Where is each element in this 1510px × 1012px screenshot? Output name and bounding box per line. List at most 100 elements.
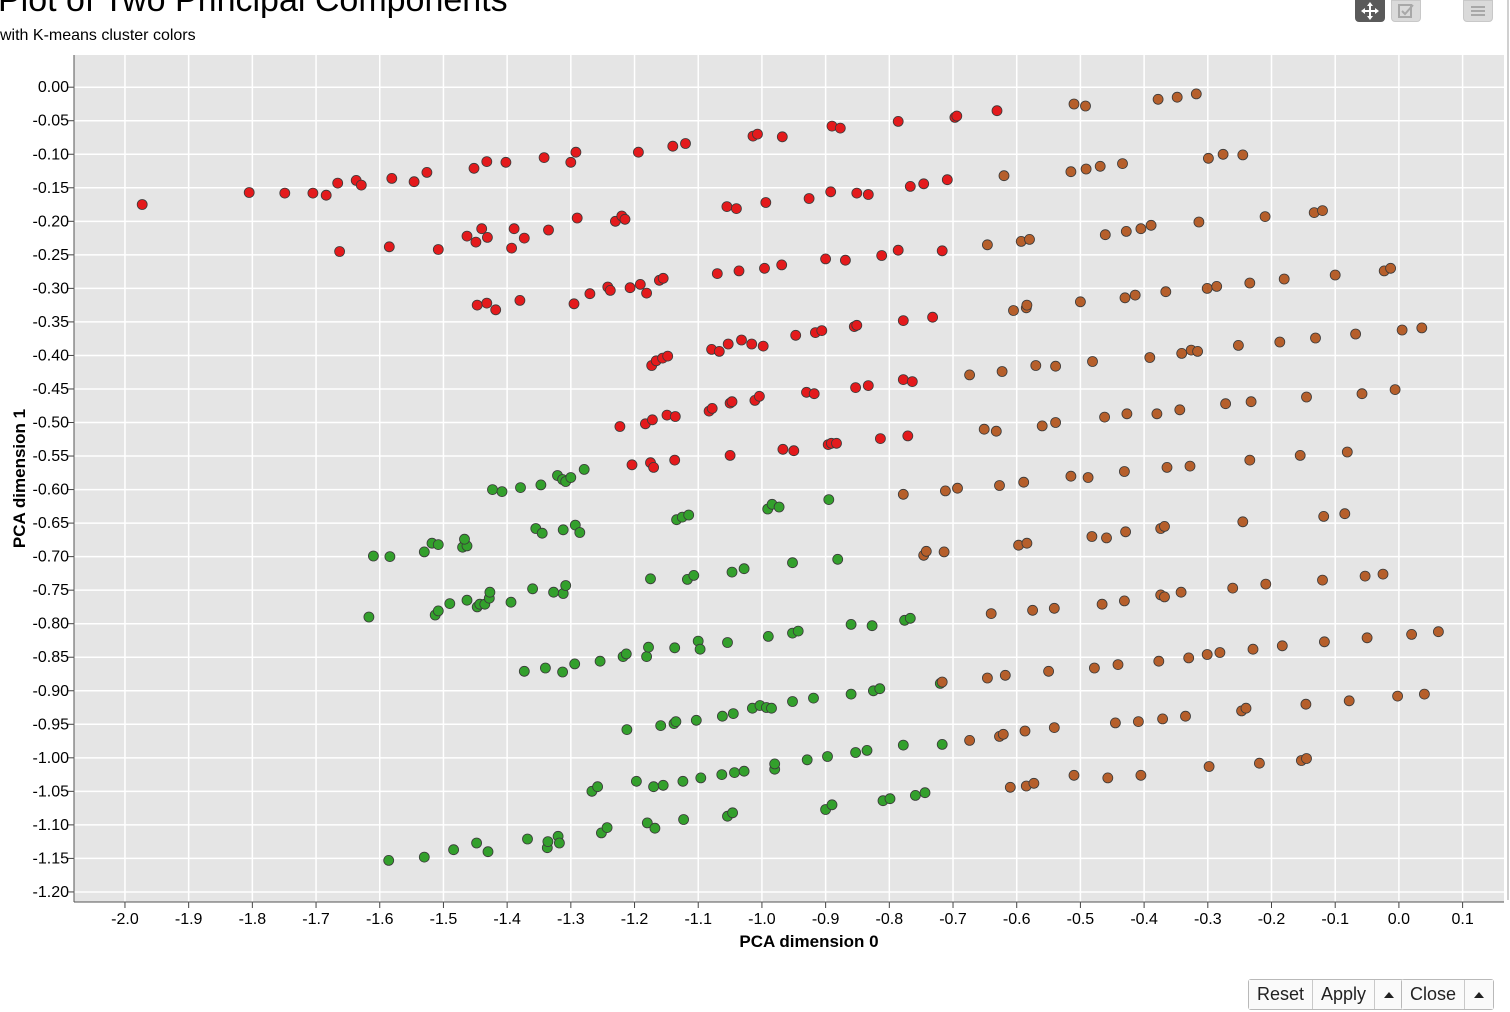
- data-point[interactable]: [998, 170, 1010, 182]
- data-point[interactable]: [279, 187, 291, 199]
- data-point[interactable]: [621, 724, 633, 735]
- data-point[interactable]: [1082, 472, 1094, 483]
- data-point[interactable]: [535, 479, 547, 491]
- data-point[interactable]: [670, 716, 682, 727]
- data-point[interactable]: [904, 180, 916, 192]
- data-point[interactable]: [1160, 286, 1172, 298]
- data-point[interactable]: [952, 482, 963, 494]
- data-point[interactable]: [1203, 152, 1214, 164]
- data-point[interactable]: [1203, 761, 1215, 772]
- data-point[interactable]: [938, 546, 950, 558]
- data-point[interactable]: [1339, 508, 1351, 520]
- data-point[interactable]: [1174, 404, 1186, 416]
- data-point[interactable]: [1157, 713, 1168, 725]
- data-point[interactable]: [1086, 531, 1098, 542]
- data-point[interactable]: [757, 340, 769, 352]
- data-point[interactable]: [1396, 324, 1408, 336]
- data-point[interactable]: [964, 369, 975, 381]
- data-point[interactable]: [648, 461, 659, 473]
- data-point[interactable]: [1237, 516, 1249, 528]
- data-point[interactable]: [1068, 769, 1080, 781]
- data-point[interactable]: [1341, 446, 1353, 458]
- data-point[interactable]: [1028, 777, 1040, 789]
- data-point[interactable]: [1036, 420, 1048, 432]
- data-point[interactable]: [1217, 148, 1229, 160]
- data-point[interactable]: [985, 608, 997, 619]
- data-point[interactable]: [418, 546, 430, 558]
- data-point[interactable]: [461, 230, 473, 242]
- data-point[interactable]: [722, 338, 734, 350]
- data-point[interactable]: [1171, 91, 1183, 103]
- data-point[interactable]: [307, 187, 319, 199]
- data-point[interactable]: [850, 747, 861, 758]
- data-point[interactable]: [1211, 280, 1223, 292]
- data-points[interactable]: [136, 88, 1444, 866]
- data-point[interactable]: [861, 745, 873, 756]
- data-point[interactable]: [459, 533, 470, 545]
- data-point[interactable]: [538, 152, 550, 164]
- data-point[interactable]: [594, 655, 606, 667]
- data-point[interactable]: [840, 254, 851, 266]
- data-point[interactable]: [543, 224, 554, 236]
- data-point[interactable]: [1145, 219, 1157, 231]
- data-point[interactable]: [601, 822, 613, 833]
- data-point[interactable]: [1119, 595, 1130, 607]
- data-point[interactable]: [367, 550, 379, 562]
- data-point[interactable]: [432, 539, 444, 550]
- data-point[interactable]: [845, 619, 857, 630]
- data-point[interactable]: [645, 573, 656, 585]
- data-point[interactable]: [1089, 662, 1100, 674]
- data-point[interactable]: [736, 334, 747, 346]
- data-point[interactable]: [481, 297, 493, 309]
- data-point[interactable]: [536, 527, 548, 539]
- data-point[interactable]: [484, 586, 496, 598]
- data-point[interactable]: [1416, 322, 1428, 334]
- data-point[interactable]: [1027, 604, 1038, 616]
- data-point[interactable]: [904, 612, 916, 624]
- data-point[interactable]: [571, 212, 583, 224]
- data-point[interactable]: [540, 662, 551, 674]
- data-point[interactable]: [1099, 411, 1110, 423]
- data-point[interactable]: [1319, 636, 1330, 648]
- data-point[interactable]: [461, 594, 473, 606]
- data-point[interactable]: [500, 156, 512, 168]
- data-point[interactable]: [1175, 586, 1187, 598]
- data-point[interactable]: [1433, 626, 1444, 638]
- data-point[interactable]: [1385, 262, 1396, 274]
- data-point[interactable]: [897, 488, 909, 500]
- data-point[interactable]: [527, 583, 538, 595]
- data-point[interactable]: [657, 272, 669, 284]
- data-point[interactable]: [1151, 408, 1163, 420]
- data-point[interactable]: [641, 817, 653, 829]
- scatter-chart[interactable]: -2.0 -1.9 -1.8 -1.7 -1.6 -1.5 -1.4 -1.3 -1.2 -1.1…: [0, 0, 1510, 960]
- data-point[interactable]: [690, 714, 702, 726]
- data-point[interactable]: [468, 162, 480, 174]
- data-point[interactable]: [1329, 269, 1341, 281]
- data-point[interactable]: [1018, 476, 1030, 488]
- data-point[interactable]: [1350, 328, 1361, 340]
- data-point[interactable]: [999, 669, 1011, 681]
- data-point[interactable]: [927, 311, 938, 323]
- data-point[interactable]: [822, 751, 833, 762]
- data-point[interactable]: [918, 178, 930, 190]
- data-point[interactable]: [982, 239, 993, 251]
- close-button[interactable]: Close: [1402, 980, 1466, 1009]
- data-point[interactable]: [584, 288, 596, 300]
- data-point[interactable]: [568, 298, 580, 310]
- data-point[interactable]: [1361, 632, 1373, 644]
- data-point[interactable]: [620, 648, 632, 660]
- data-point[interactable]: [884, 793, 896, 805]
- data-point[interactable]: [1133, 716, 1144, 727]
- data-point[interactable]: [1343, 695, 1355, 707]
- data-point[interactable]: [724, 449, 736, 461]
- data-point[interactable]: [633, 146, 644, 158]
- data-point[interactable]: [1080, 163, 1092, 175]
- data-point[interactable]: [1030, 360, 1042, 371]
- data-point[interactable]: [641, 651, 652, 662]
- data-point[interactable]: [910, 790, 921, 801]
- data-point[interactable]: [662, 350, 674, 362]
- data-point[interactable]: [506, 242, 518, 254]
- data-point[interactable]: [717, 710, 728, 722]
- data-point[interactable]: [991, 105, 1003, 117]
- data-point[interactable]: [862, 189, 874, 200]
